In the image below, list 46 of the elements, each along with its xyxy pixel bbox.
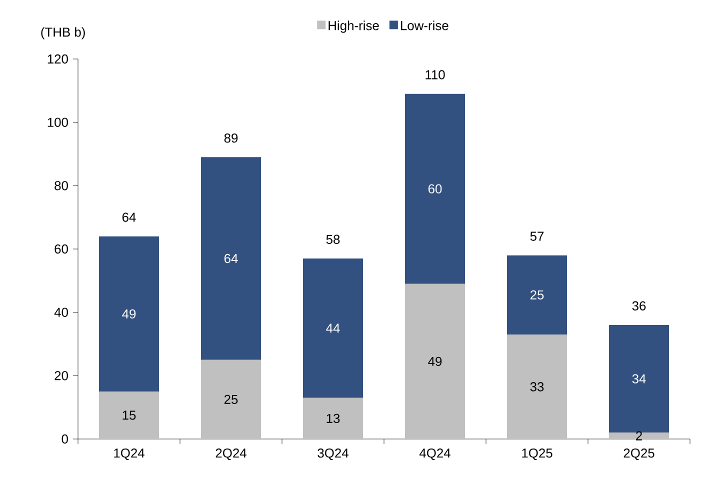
total-label: 110: [426, 70, 445, 80]
y-tick-label: 20: [54, 371, 68, 380]
data-label: 15: [122, 410, 136, 420]
bar: [609, 325, 670, 433]
data-label: 25: [530, 290, 544, 300]
bar: [303, 258, 364, 398]
data-label: 49: [428, 356, 442, 366]
data-label: 44: [326, 324, 340, 333]
data-label: 25: [224, 394, 238, 404]
bar: [609, 432, 670, 439]
total-label: 64: [122, 212, 136, 222]
bar: [507, 334, 568, 439]
bar: [201, 360, 261, 439]
y-tick-label: 0: [62, 434, 68, 444]
data-label: 60: [428, 184, 442, 194]
bar: [405, 94, 466, 284]
bar: [405, 284, 466, 439]
total-label: 36: [632, 301, 646, 310]
x-tick-label: 4Q24: [419, 448, 450, 460]
total-label: 57: [530, 232, 544, 241]
bar: [507, 255, 568, 334]
bar: [201, 157, 261, 360]
y-tick-label: 40: [54, 308, 68, 317]
legend-label: High-rise: [328, 20, 379, 33]
total-label: 58: [326, 234, 340, 244]
x-tick-label: 3Q24: [318, 448, 348, 460]
x-tick-label: 1Q24: [114, 448, 144, 460]
x-tick-label: 1Q25: [522, 448, 552, 460]
y-tick-label: 80: [54, 181, 68, 190]
x-tick-label: 2Q25: [624, 448, 654, 460]
x-tick-label: 2Q24: [216, 448, 246, 460]
bar: [99, 236, 159, 392]
y-tick-label: 120: [48, 54, 68, 64]
total-label: 89: [224, 133, 238, 143]
data-label: 33: [530, 382, 544, 392]
y-tick-label: 100: [48, 118, 68, 127]
y-axis-title: (THB b): [41, 27, 85, 40]
bar: [303, 398, 364, 439]
data-label: 34: [632, 374, 646, 384]
legend-label: Low-rise: [401, 20, 448, 30]
data-label: 13: [326, 414, 340, 423]
data-label: 2: [636, 431, 642, 440]
y-tick-label: 60: [54, 244, 68, 254]
data-label: 64: [224, 254, 238, 264]
data-label: 49: [122, 309, 136, 318]
bar: [99, 392, 159, 439]
